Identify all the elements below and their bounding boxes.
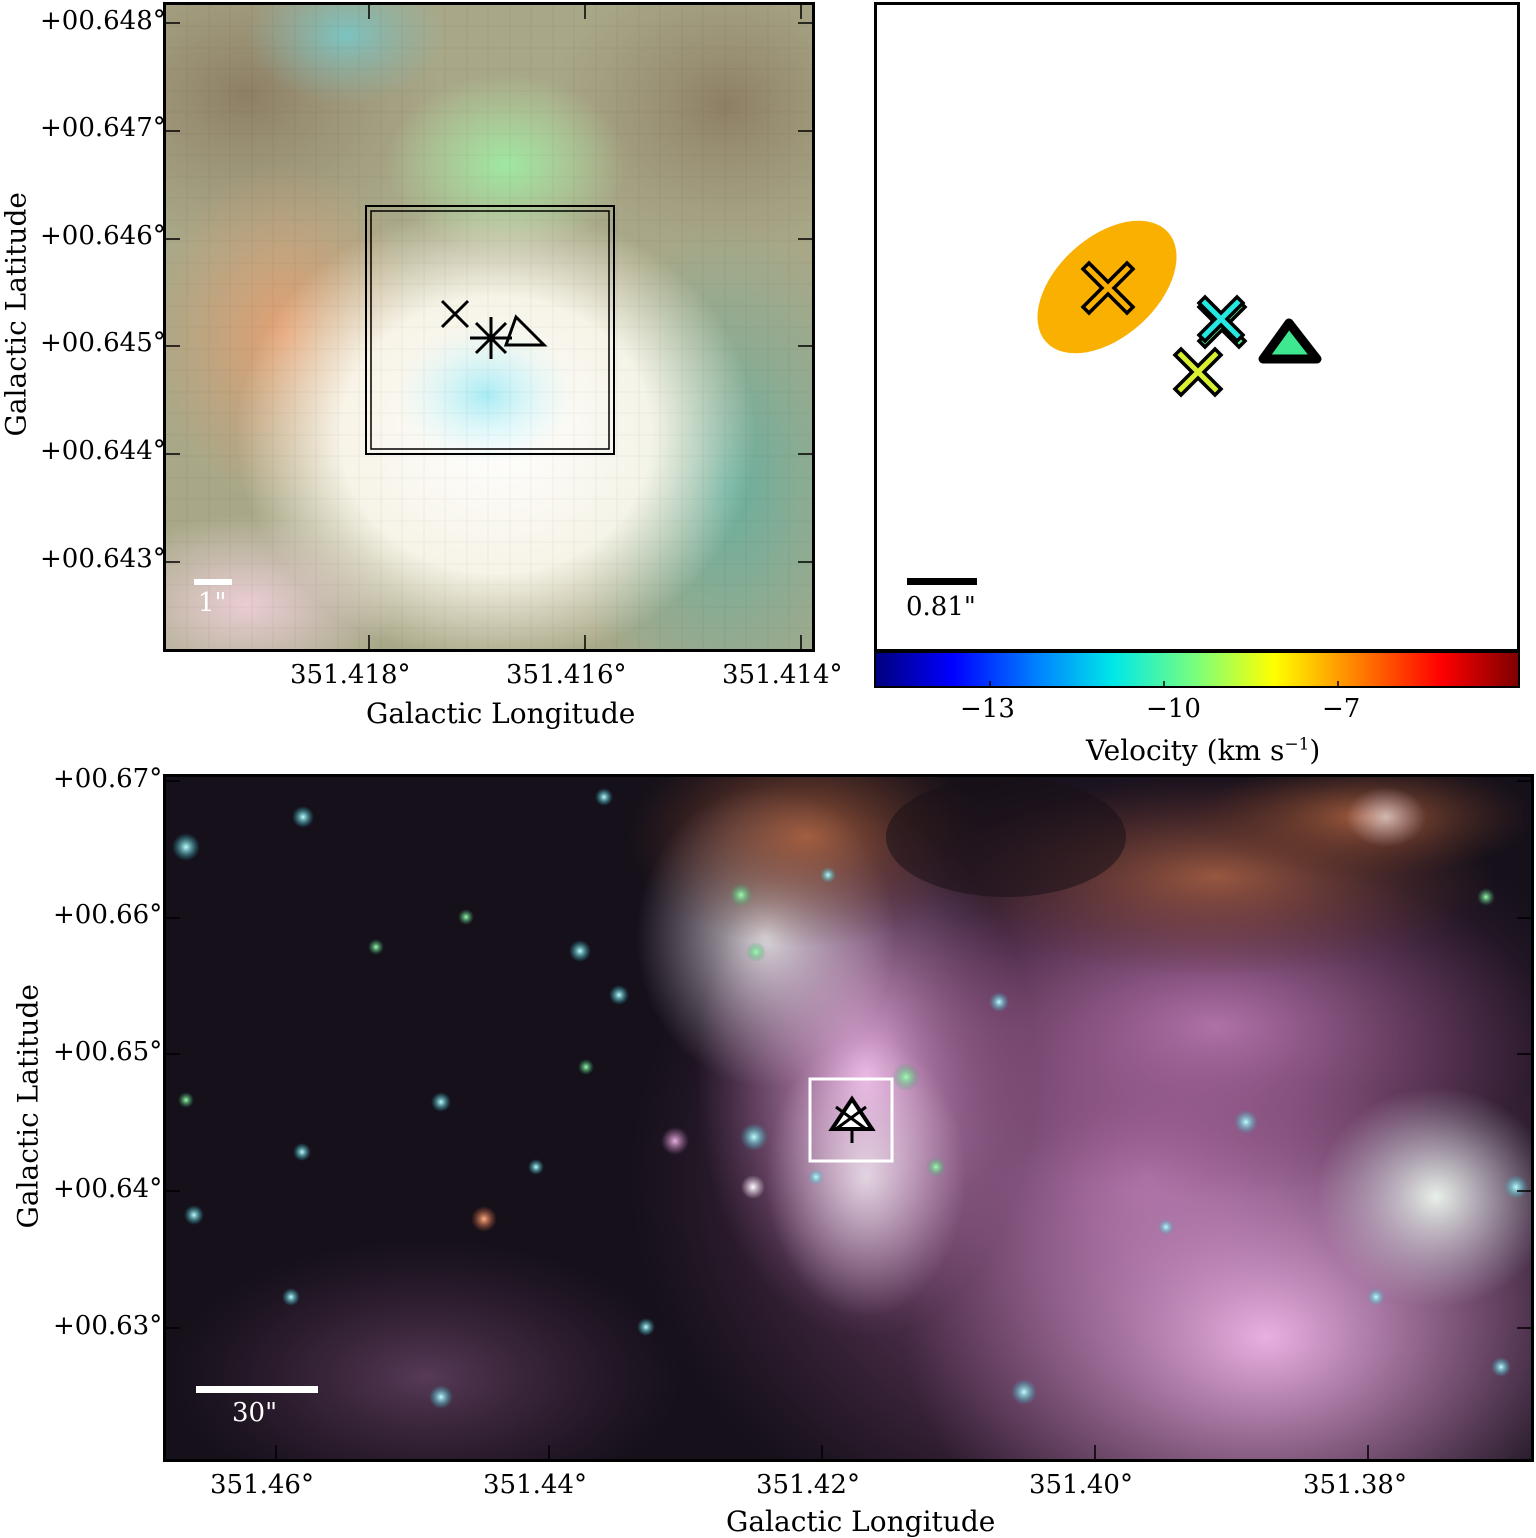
cbar-tick-2: −7 bbox=[1322, 694, 1361, 724]
tl-x-tick-1: 351.416° bbox=[506, 660, 627, 690]
tl-y-tick-0: +00.648° bbox=[40, 6, 166, 36]
colorbar-ticks bbox=[989, 681, 1339, 688]
b-x-tick-3: 351.40° bbox=[1029, 1470, 1133, 1500]
b-y-tick-3: +00.64° bbox=[53, 1174, 163, 1204]
cyan-x-marker bbox=[1196, 294, 1246, 344]
tl-y-tick-1: +00.647° bbox=[40, 113, 166, 143]
tl-y-tick-2: +00.646° bbox=[40, 221, 166, 251]
b-x-tick-4: 351.38° bbox=[1303, 1470, 1407, 1500]
tl-x-axis-title: Galactic Longitude bbox=[366, 697, 636, 730]
tl-x-tick-0: 351.418° bbox=[290, 660, 411, 690]
b-y-tick-2: +00.65° bbox=[53, 1037, 163, 1067]
cbar-tick-0: −13 bbox=[960, 694, 1015, 724]
b-y-tick-1: +00.66° bbox=[53, 900, 163, 930]
tl-y-tick-4: +00.644° bbox=[40, 436, 166, 466]
wide-field-canvas bbox=[166, 777, 1531, 1459]
tl-x-tick-2: 351.414° bbox=[722, 660, 843, 690]
field-stars bbox=[172, 788, 1528, 1409]
maser-x-marker bbox=[1080, 260, 1136, 316]
wide-source-markers bbox=[828, 1095, 876, 1143]
velocity-scalebar-label: 0.81" bbox=[906, 592, 976, 622]
tl-y-tick-3: +00.645° bbox=[40, 328, 166, 358]
velocity-map-panel bbox=[874, 2, 1520, 652]
region-box bbox=[365, 205, 615, 455]
velocity-colorbar bbox=[874, 651, 1520, 688]
zoom-scalebar-label: 1" bbox=[198, 588, 227, 618]
b-x-tick-2: 351.42° bbox=[756, 1470, 860, 1500]
yellow-x-marker bbox=[1172, 346, 1224, 398]
b-y-tick-0: +00.67° bbox=[53, 764, 163, 794]
tl-y-tick-5: +00.643° bbox=[40, 544, 166, 574]
source-markers bbox=[440, 299, 548, 359]
triangle-marker bbox=[1258, 318, 1322, 364]
zoom-image-canvas bbox=[166, 5, 812, 649]
b-x-axis-title: Galactic Longitude bbox=[726, 1505, 996, 1538]
wide-field-panel bbox=[163, 774, 1534, 1462]
cbar-tick-1: −10 bbox=[1146, 694, 1201, 724]
colorbar-label: Velocity (km s−1) bbox=[1086, 734, 1321, 767]
b-y-tick-4: +00.63° bbox=[53, 1311, 163, 1341]
tl-y-axis-title: Galactic Latitude bbox=[0, 192, 33, 437]
wide-scalebar-label: 30" bbox=[232, 1398, 278, 1428]
zoom-image-panel bbox=[163, 2, 815, 652]
velocity-map-canvas bbox=[907, 220, 1322, 585]
zoom-region-box bbox=[808, 1077, 894, 1163]
b-x-tick-1: 351.44° bbox=[483, 1470, 587, 1500]
b-y-axis-title: Galactic Latitude bbox=[11, 984, 45, 1229]
b-x-tick-0: 351.46° bbox=[210, 1470, 314, 1500]
